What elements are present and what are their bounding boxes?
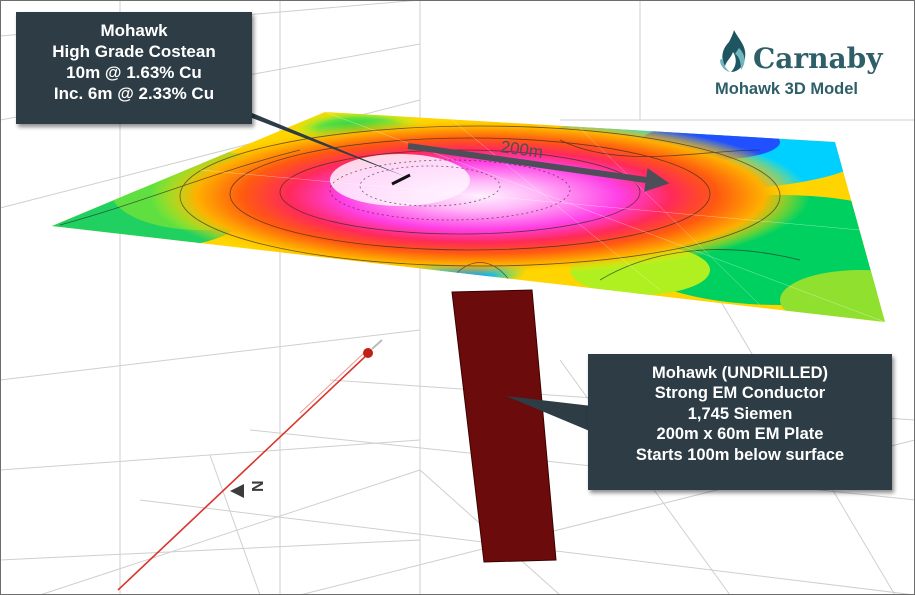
costean-callout-line-3: 10m @ 1.63% Cu — [66, 63, 202, 83]
em-callout-pointer — [506, 396, 592, 432]
costean-callout-pointer — [240, 108, 404, 176]
brand-name: Carnaby — [753, 42, 883, 75]
surface-anomaly-map — [52, 112, 885, 322]
costean-callout-line-4: Inc. 6m @ 2.33% Cu — [53, 84, 215, 104]
drillhole-trace — [117, 339, 383, 591]
em-callout-line-4: 200m x 60m EM Plate — [656, 425, 824, 444]
em-callout-line-1: Mohawk (UNDRILLED) — [652, 364, 828, 382]
costean-callout: Mohawk High Grade Costean 10m @ 1.63% Cu… — [16, 12, 252, 124]
costean-marker — [391, 173, 411, 186]
north-arrow: N — [230, 480, 267, 498]
em-callout-line-3: 1,745 Siemen — [687, 404, 793, 423]
carnaby-logo: Carnaby Mohawk 3D Model — [705, 22, 905, 112]
scale-bar: 200m — [407, 137, 670, 192]
em-conductor-plate — [451, 289, 557, 563]
flame-logo-icon — [720, 30, 746, 72]
em-callout-line-5: Starts 100m below surface — [635, 445, 845, 464]
em-callout-line-2: Strong EM Conductor — [654, 384, 826, 403]
north-arrow-label: N — [250, 480, 267, 492]
em-conductor-callout: Mohawk (UNDRILLED) Strong EM Conductor 1… — [588, 354, 892, 490]
brand-subtitle: Mohawk 3D Model — [715, 80, 859, 98]
costean-callout-line-2: High Grade Costean — [52, 42, 216, 62]
costean-callout-line-1: Mohawk — [100, 21, 168, 40]
